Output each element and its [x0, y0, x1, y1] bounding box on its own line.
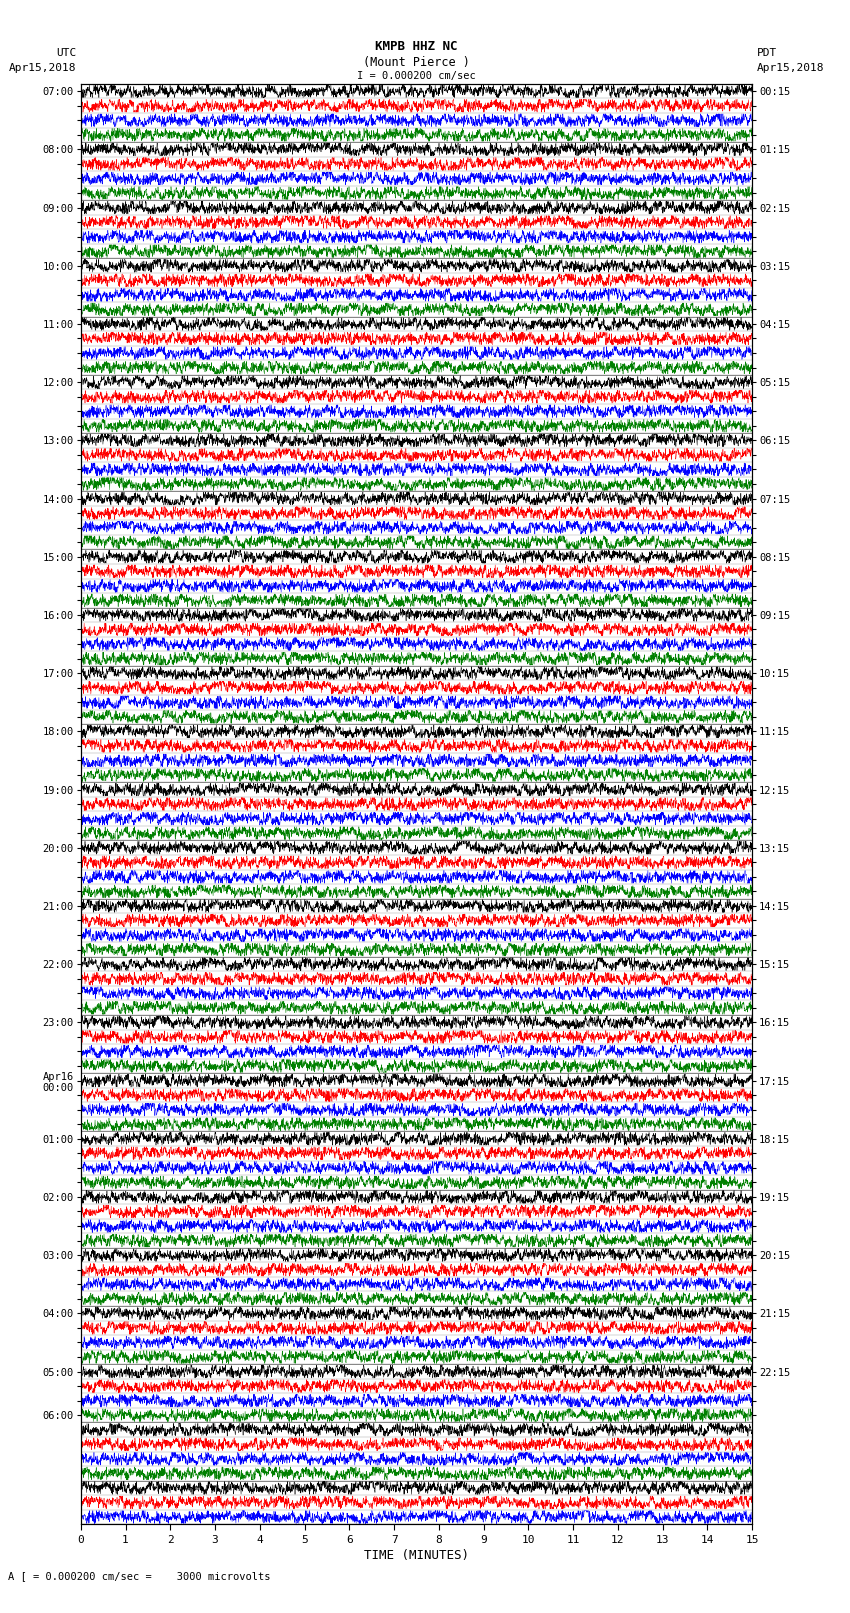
Text: PDT: PDT	[756, 48, 777, 58]
Text: UTC: UTC	[56, 48, 76, 58]
Text: I = 0.000200 cm/sec: I = 0.000200 cm/sec	[357, 71, 476, 81]
Text: KMPB HHZ NC: KMPB HHZ NC	[375, 40, 458, 53]
Text: Apr15,2018: Apr15,2018	[9, 63, 76, 73]
Text: (Mount Pierce ): (Mount Pierce )	[363, 56, 470, 69]
X-axis label: TIME (MINUTES): TIME (MINUTES)	[364, 1548, 469, 1561]
Text: A [ = 0.000200 cm/sec =    3000 microvolts: A [ = 0.000200 cm/sec = 3000 microvolts	[8, 1571, 271, 1581]
Text: Apr15,2018: Apr15,2018	[756, 63, 824, 73]
